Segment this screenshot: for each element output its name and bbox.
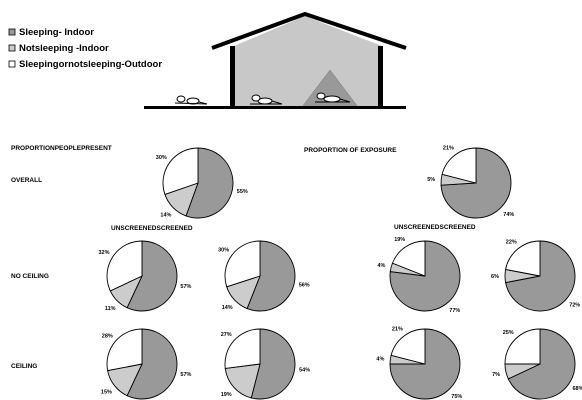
slice-outdoor bbox=[224, 328, 261, 369]
slice-outdoor bbox=[106, 240, 143, 292]
pie-percent-label: 32% bbox=[98, 250, 109, 256]
legend-label-outdoor: Sleepingornotsleeping-Outdoor bbox=[19, 59, 162, 70]
pie-charts: 55% 14% 30% 74% 5% 21% 57% 11% 32% 56% 14% 30% 77% 4%… bbox=[98, 145, 582, 399]
slice-outdoor bbox=[224, 240, 261, 288]
pie-percent-label: 54% bbox=[299, 368, 310, 374]
legend-swatch-outdoor bbox=[8, 60, 16, 68]
sleeping-person-bednet-icon bbox=[315, 92, 351, 103]
sleeping-person-outdoor-icon bbox=[174, 95, 208, 105]
sleeping-person-indoor-icon bbox=[250, 94, 283, 105]
pie-percent-label: 7% bbox=[492, 372, 500, 378]
heading-exposure: PROPORTION OF EXPOSURE bbox=[304, 147, 397, 154]
house-illustration bbox=[144, 11, 407, 109]
slice-outdoor bbox=[505, 240, 541, 277]
legend: Sleeping- Indoor Notsleeping -Indoor Sle… bbox=[8, 27, 162, 70]
house-wall-right bbox=[378, 46, 383, 108]
pie-percent-label: 15% bbox=[101, 390, 112, 396]
house-roof bbox=[211, 11, 407, 50]
pie-people-ceiling-unscreened: 57% 15% 28% bbox=[101, 328, 192, 400]
pie-percent-label: 5% bbox=[427, 177, 435, 183]
pie-percent-label: 28% bbox=[102, 333, 113, 339]
slice-sleeping-indoor bbox=[126, 328, 178, 400]
pie-percent-label: 30% bbox=[218, 248, 229, 254]
ground-line bbox=[144, 106, 406, 109]
pie-percent-label: 11% bbox=[105, 306, 116, 312]
pie-percent-label: 56% bbox=[299, 282, 310, 288]
pie-percent-label: 4% bbox=[376, 356, 384, 362]
pie-exposure-ceiling-unscreened: 75% 4% 21% bbox=[376, 326, 462, 399]
pie-exposure-noceiling-unscreened: 77% 4% 19% bbox=[377, 237, 460, 314]
pie-percent-label: 74% bbox=[503, 212, 514, 218]
legend-label-sleeping-indoor: Sleeping- Indoor bbox=[19, 27, 94, 38]
heading-screen-people: UNSCREENEDSCREENED bbox=[111, 225, 193, 232]
pie-percent-label: 4% bbox=[377, 263, 385, 269]
slice-sleeping-indoor bbox=[440, 147, 512, 219]
slice-sleeping-indoor bbox=[246, 240, 296, 312]
pie-percent-label: 27% bbox=[221, 332, 232, 338]
heading-people-present: PROPORTIONPEOPLEPRESENT bbox=[11, 145, 112, 152]
pie-percent-label: 55% bbox=[237, 189, 248, 195]
slice-sleeping-indoor bbox=[389, 240, 461, 312]
pie-percent-label: 75% bbox=[451, 394, 462, 400]
pie-percent-label: 6% bbox=[491, 274, 499, 280]
slice-sleeping-indoor bbox=[126, 240, 178, 312]
pie-people-ceiling-screened: 54% 19% 27% bbox=[221, 328, 310, 400]
pie-people-overall: 55% 14% 30% bbox=[156, 147, 248, 219]
slice-outdoor bbox=[162, 147, 199, 196]
pie-percent-label: 68% bbox=[572, 386, 582, 392]
heading-screen-exposure: UNSCREENEDSCREENED bbox=[394, 224, 476, 231]
pie-percent-label: 14% bbox=[160, 213, 171, 219]
pie-percent-label: 25% bbox=[503, 330, 514, 336]
pie-percent-label: 57% bbox=[180, 372, 191, 378]
slice-outdoor bbox=[390, 328, 426, 365]
pie-exposure-noceiling-screened: 72% 6% 22% bbox=[491, 239, 580, 312]
slice-sleeping-indoor bbox=[185, 147, 234, 219]
slice-sleeping-indoor bbox=[389, 328, 461, 400]
slice-sleeping-indoor bbox=[250, 328, 296, 400]
pie-exposure-ceiling-screened: 68% 7% 25% bbox=[492, 328, 582, 400]
pie-percent-label: 19% bbox=[394, 237, 405, 243]
slice-outdoor bbox=[504, 328, 541, 365]
pie-percent-label: 19% bbox=[221, 392, 232, 398]
slice-outdoor bbox=[391, 240, 426, 277]
pie-percent-label: 77% bbox=[449, 308, 460, 314]
house-interior bbox=[234, 16, 382, 107]
pie-exposure-overall: 74% 5% 21% bbox=[427, 145, 514, 219]
legend-swatch-notsleeping-indoor bbox=[8, 44, 16, 52]
slice-outdoor bbox=[106, 328, 143, 372]
house-wall-left bbox=[230, 46, 235, 108]
pie-people-noceiling-screened: 56% 14% 30% bbox=[218, 240, 310, 312]
slice-sleeping-indoor bbox=[507, 328, 576, 400]
pie-percent-label: 21% bbox=[392, 326, 403, 332]
row-label-no-ceiling: NO CEILING bbox=[11, 273, 49, 280]
legend-swatch-sleeping-indoor bbox=[8, 28, 16, 36]
row-label-overall: OVERALL bbox=[11, 177, 42, 184]
pie-percent-label: 57% bbox=[180, 284, 191, 290]
row-label-ceiling: CEILING bbox=[11, 363, 37, 370]
pie-percent-label: 21% bbox=[443, 145, 454, 151]
pie-percent-label: 72% bbox=[569, 303, 580, 309]
pie-people-noceiling-unscreened: 57% 11% 32% bbox=[98, 240, 192, 312]
slice-outdoor bbox=[441, 147, 477, 184]
slice-notsleeping-indoor bbox=[224, 363, 261, 399]
legend-label-notsleeping-indoor: Notsleeping -Indoor bbox=[19, 43, 109, 54]
pie-percent-label: 22% bbox=[506, 239, 517, 245]
pie-percent-label: 30% bbox=[156, 155, 167, 161]
pie-percent-label: 14% bbox=[222, 305, 233, 311]
